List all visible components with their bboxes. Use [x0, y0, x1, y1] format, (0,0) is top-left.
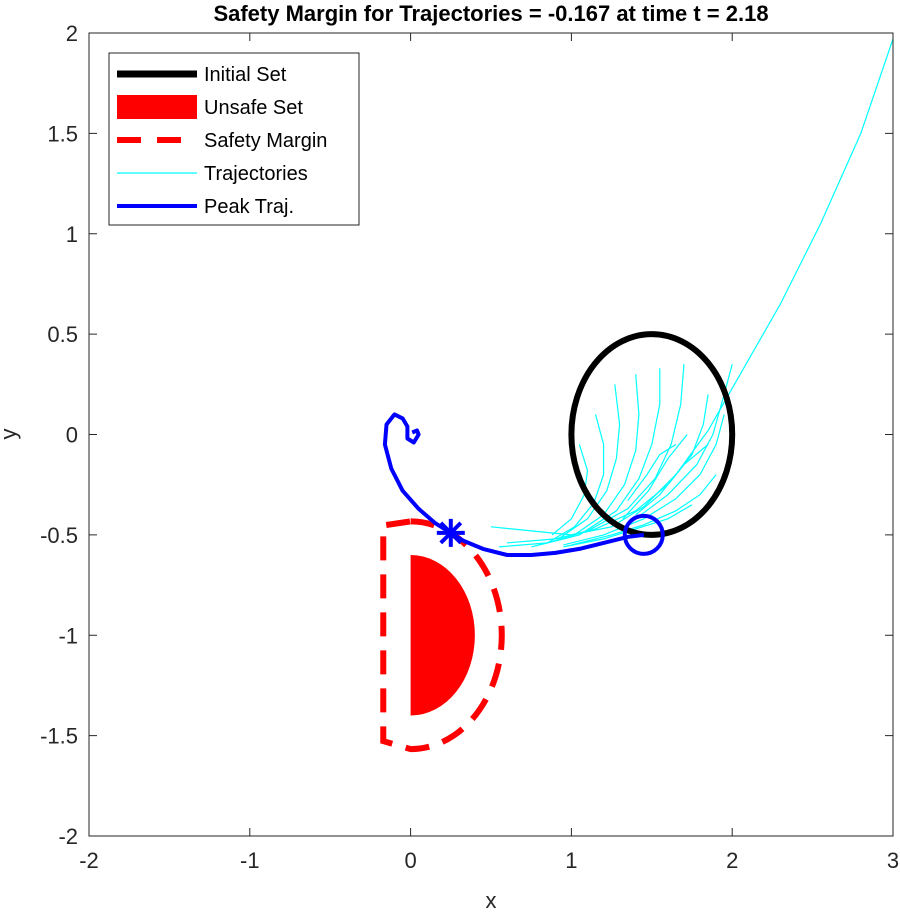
y-tick-label: -1.5	[40, 724, 78, 749]
trajectory-12	[622, 434, 688, 520]
x-tick-label: 2	[726, 848, 738, 873]
legend-entry-3: Trajectories	[117, 163, 308, 185]
y-tick-label: 0	[66, 423, 78, 448]
x-tick-label: 1	[565, 848, 577, 873]
x-axis-label: x	[486, 888, 497, 913]
x-tick-label: -1	[240, 848, 260, 873]
peak-trajectory	[382, 412, 645, 557]
y-tick-label: 0.5	[47, 322, 78, 347]
trajectory-10	[563, 504, 693, 548]
legend: Initial Set Unsafe Set Safety Margin Trajec…	[108, 52, 360, 226]
legend-label: Peak Traj.	[204, 196, 294, 218]
legend-label: Unsafe Set	[204, 97, 303, 119]
trajectory-8	[563, 414, 725, 546]
legend-entry-0: Initial Set	[117, 64, 287, 86]
peak-start-marker	[622, 513, 665, 556]
legend-label: Initial Set	[204, 64, 287, 86]
peak-star-d2	[439, 521, 463, 545]
legend-entry-1: Unsafe Set	[117, 95, 303, 119]
unsafe-set	[410, 554, 475, 716]
y-tick-label: 1	[66, 222, 78, 247]
y-tick-label: -0.5	[40, 523, 78, 548]
trajectory-9	[571, 474, 717, 546]
trajectory-14	[627, 443, 677, 502]
trajectory-6	[546, 414, 605, 544]
initial-set	[568, 331, 736, 538]
axis-ticks	[88, 32, 894, 837]
axis-tick-labels: -2 -1 0 1 2 3 -2 -1.5 -1 -0.5 0 0.5 1 1.5 2	[40, 21, 899, 873]
legend-box	[108, 52, 360, 226]
legend-entry-4: Peak Traj.	[117, 196, 294, 218]
x-tick-label: 0	[404, 848, 416, 873]
trajectory-13	[635, 444, 709, 516]
y-tick-label: -2	[58, 824, 78, 849]
peak-point-marker	[436, 518, 465, 547]
plot-area	[380, 38, 893, 753]
legend-label: Safety Margin	[204, 130, 327, 152]
legend-label: Trajectories	[204, 163, 308, 185]
trajectory-3	[539, 368, 661, 546]
y-axis-label: y	[0, 429, 21, 440]
legend-swatch-unsafe	[117, 95, 197, 119]
trajectory-5	[558, 384, 621, 540]
y-tick-label: -1	[58, 623, 78, 648]
x-tick-label: -2	[79, 848, 99, 873]
y-tick-label: 1.5	[47, 121, 78, 146]
y-tick-label: 2	[66, 21, 78, 46]
trajectory-1	[507, 394, 709, 544]
x-tick-label: 3	[887, 848, 899, 873]
trajectory-4	[531, 374, 640, 548]
legend-entry-2: Safety Margin	[117, 130, 327, 152]
chart-title: Safety Margin for Trajectories = -0.167 …	[213, 1, 768, 26]
